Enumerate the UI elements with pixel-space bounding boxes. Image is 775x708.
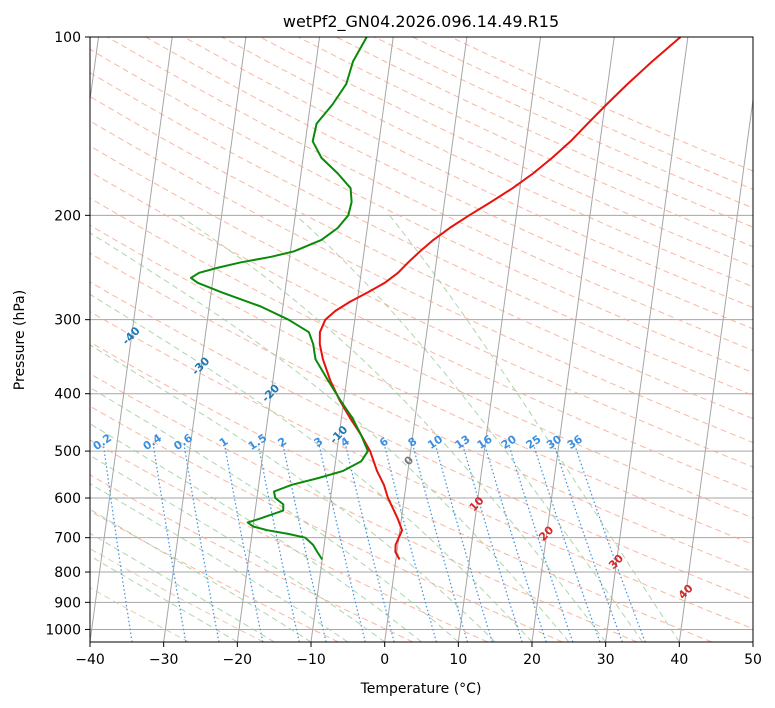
plot-frame	[89, 36, 754, 643]
x-axis-ticks: −40 −30 −20 −10 0 10 20 30 40 50	[75, 642, 762, 668]
isotherm-line	[310, 37, 394, 642]
isotherm-line	[236, 37, 321, 642]
x-tick-label: 0	[380, 652, 389, 668]
mixing-ratio-line	[412, 445, 469, 642]
dry-adiabat-line	[145, 37, 753, 330]
x-tick-label: 40	[670, 652, 688, 668]
dry-adiabat-line	[221, 37, 753, 288]
mixing-ratio-line	[282, 445, 327, 642]
mixing-ratio-line	[574, 445, 646, 642]
plot-area: -100-90-80-70-60-50-40-30-20-10010203040…	[90, 37, 753, 642]
dry-adiabat-line	[90, 373, 638, 642]
moist-adiabat-line	[90, 555, 238, 642]
y-tick-label: 600	[54, 491, 81, 507]
dry-adiabat-line	[90, 197, 753, 519]
mixing-ratio-line	[103, 445, 133, 642]
isotherm-line	[163, 37, 247, 642]
dry-adiabat-line	[90, 281, 753, 601]
isotherm-line	[384, 37, 468, 642]
dry-adiabat-line	[90, 72, 753, 396]
dewpoint-line	[190, 37, 369, 561]
y-tick-label: 800	[54, 565, 81, 581]
moist-adiabat-line	[90, 232, 570, 642]
isotherm-line	[678, 96, 753, 642]
x-tick-label: 10	[449, 652, 467, 668]
mixing-ratio-line	[384, 445, 437, 642]
mixing-ratio-line	[533, 445, 601, 642]
x-tick-label: −40	[75, 652, 105, 668]
moist-adiabat-line	[90, 508, 312, 642]
dry-adiabat-line	[107, 37, 753, 352]
mixing-ratio-line	[508, 445, 574, 642]
y-tick-label: 100	[54, 30, 81, 46]
dry-adiabat-line	[90, 171, 753, 493]
sounding-traces	[190, 37, 682, 561]
chart-title: wetPf2_GN04.2026.096.14.49.R15	[283, 12, 559, 32]
x-tick-label: 50	[744, 652, 762, 668]
y-tick-label: 400	[54, 387, 81, 403]
isotherm-line	[531, 37, 615, 642]
moist-adiabat-line	[389, 214, 680, 642]
temperature-line	[318, 37, 682, 560]
dry-adiabat-line	[90, 548, 264, 642]
mixing-ratio-line	[462, 445, 523, 642]
mixing-ratio-line	[257, 445, 300, 642]
isotherm-line	[457, 37, 542, 642]
y-tick-label: 200	[54, 208, 81, 224]
dry-adiabat-line	[90, 510, 339, 642]
dry-adiabat-line	[90, 405, 563, 642]
x-tick-label: −20	[223, 652, 253, 668]
dry-adiabat-line	[90, 341, 712, 642]
x-axis-title: Temperature (°C)	[360, 681, 482, 697]
y-tick-label: 500	[54, 444, 81, 460]
y-tick-label: 1000	[45, 622, 81, 638]
mixing-ratio-line	[318, 445, 366, 642]
moist-adiabat-line	[90, 483, 349, 642]
moist-adiabat-line	[90, 454, 385, 642]
moist-adiabats	[90, 214, 680, 642]
x-tick-label: −10	[296, 652, 326, 668]
y-axis-ticks: 100 200 300 400 500 600 700 800 900 1000	[45, 30, 90, 638]
dry-adiabat-line	[90, 224, 753, 545]
dry-adiabat-line	[90, 439, 488, 642]
mixing-ratio-line	[484, 445, 547, 642]
y-tick-label: 300	[54, 313, 81, 329]
isotherm-line	[90, 37, 173, 642]
y-tick-label: 700	[54, 531, 81, 547]
y-tick-label: 900	[54, 595, 81, 611]
x-tick-label: 20	[523, 652, 541, 668]
mixing-ratio-line	[435, 445, 493, 642]
mixing-ratio-line	[183, 445, 220, 642]
x-tick-label: 30	[597, 652, 615, 668]
moist-adiabat-line	[90, 293, 533, 642]
mixing-ratio-line	[152, 445, 187, 642]
moist-adiabat-line	[90, 532, 275, 642]
moist-adiabat-line	[90, 344, 496, 642]
mixing-ratio-line	[553, 445, 623, 642]
isotherm-line	[605, 37, 689, 642]
y-axis-title: Pressure (hPa)	[12, 290, 28, 390]
dry-adiabat-line	[90, 311, 753, 630]
skewed-isotherms	[90, 37, 753, 642]
mixing-ratio-line	[224, 445, 264, 642]
x-tick-label: −30	[149, 652, 179, 668]
moist-adiabat-line	[90, 423, 422, 642]
moist-adiabat-line	[178, 214, 607, 642]
moist-adiabat-line	[295, 214, 643, 642]
